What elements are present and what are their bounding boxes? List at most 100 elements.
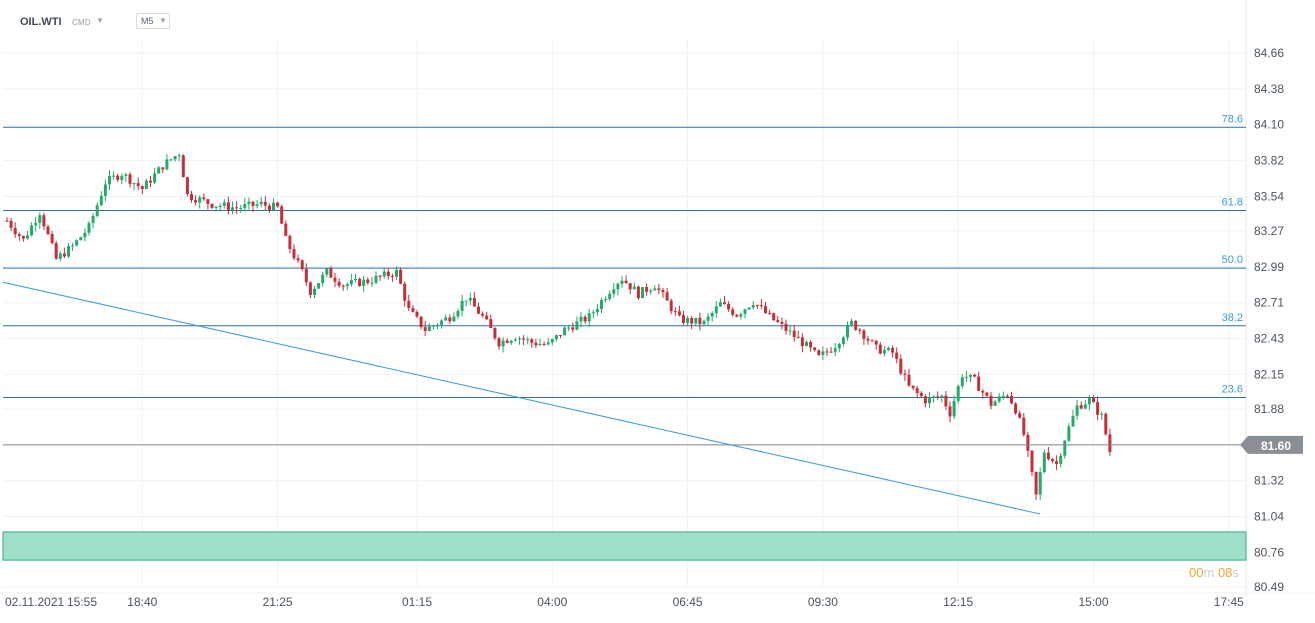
candle-body — [673, 311, 677, 313]
candle-body — [497, 338, 501, 347]
y-tick-label: 84.66 — [1254, 46, 1284, 60]
candle-body — [641, 287, 644, 299]
candle-body — [587, 313, 591, 322]
candle-body — [235, 207, 239, 209]
candle-body — [1083, 404, 1087, 409]
y-tick-label: 80.49 — [1254, 580, 1284, 594]
candle-body — [325, 268, 329, 275]
candle-body — [616, 283, 620, 290]
candle-body — [702, 320, 706, 325]
candle-body — [345, 284, 349, 287]
x-tick-label: 15:55 — [67, 595, 97, 609]
candle-body — [321, 274, 325, 284]
candle-body — [181, 155, 185, 178]
candle-body — [1063, 440, 1067, 456]
timeframe-label: M5 — [141, 16, 154, 26]
candle-body — [755, 305, 759, 307]
candle-body — [710, 313, 714, 317]
candle-body — [661, 289, 665, 293]
candle-body — [907, 374, 911, 386]
candle-body — [489, 319, 493, 328]
candle-body — [1071, 415, 1075, 427]
candle-body — [337, 281, 341, 286]
candle-body — [1026, 434, 1030, 451]
candle-body — [608, 293, 612, 300]
fib-level-label: 61.8 — [1222, 197, 1243, 209]
candle-body — [776, 320, 780, 322]
candle-body — [657, 288, 661, 290]
candle-body — [850, 320, 854, 326]
fib-level-label: 23.6 — [1222, 383, 1243, 395]
candle-body — [46, 226, 50, 234]
candle-body — [620, 280, 624, 284]
candle-body — [768, 312, 772, 314]
candle-body — [165, 159, 169, 170]
candle-body — [153, 173, 157, 183]
candle-body — [600, 299, 603, 310]
candle-body — [108, 175, 111, 185]
y-tick-label: 82.43 — [1254, 332, 1284, 346]
candle-body — [255, 204, 259, 206]
y-axis: 84.66 84.38 84.10 83.82 83.54 83.27 82.99 82.71… — [1254, 46, 1284, 594]
candle-body — [899, 358, 903, 374]
candle-body — [559, 334, 562, 336]
candle-body — [1108, 434, 1112, 452]
support-zone-layer — [2, 531, 1247, 561]
candle-body — [116, 175, 120, 180]
candle-body — [95, 205, 99, 216]
timeframe-select[interactable]: M5 ▼ — [136, 13, 170, 29]
candle-body — [977, 376, 981, 391]
x-tick-label: 06:45 — [673, 595, 703, 609]
candle-body — [501, 340, 505, 347]
x-tick-label: 17:45 — [1214, 595, 1244, 609]
candle-body — [948, 406, 952, 417]
candle-body — [300, 260, 304, 270]
candle-body — [206, 199, 210, 204]
candle-body — [686, 317, 690, 323]
countdown-minutes-unit: m — [1203, 565, 1215, 580]
candle-body — [112, 175, 116, 177]
y-tick-label: 82.99 — [1254, 260, 1284, 274]
candle-body — [464, 300, 468, 302]
chevron-down-icon[interactable]: ▼ — [96, 16, 104, 25]
candle-body — [706, 316, 710, 321]
candle-body — [448, 317, 452, 322]
x-tick-label: 04:00 — [537, 595, 567, 609]
candle-body — [1030, 450, 1034, 472]
candle-body — [87, 223, 91, 233]
candle-body — [628, 283, 632, 290]
candle-body — [140, 186, 144, 190]
candle-body — [788, 330, 792, 332]
current-price-badge — [1240, 435, 1303, 454]
candle-body — [567, 327, 571, 329]
candle-body — [349, 280, 353, 285]
candle-body — [591, 312, 595, 314]
candle-body — [58, 253, 62, 259]
candle-body — [99, 195, 103, 206]
candle-body — [956, 386, 960, 401]
candle-body — [526, 339, 530, 341]
candle-body — [694, 317, 698, 324]
candle-body — [267, 205, 271, 211]
y-tick-label: 83.54 — [1254, 189, 1284, 203]
chevron-down-icon: ▼ — [159, 16, 167, 25]
candle-body — [542, 344, 546, 346]
candle-body — [809, 341, 813, 348]
y-tick-label: 84.10 — [1254, 118, 1284, 132]
candle-body — [456, 310, 460, 317]
trendline — [2, 281, 1041, 515]
chart-toolbar: OIL.WTI CMD ▼ M5 ▼ — [0, 0, 600, 40]
candle-body — [821, 351, 825, 356]
candle-body — [358, 278, 362, 286]
candle-countdown: 00m 08s — [1189, 565, 1239, 580]
y-tick-label: 84.38 — [1254, 82, 1284, 96]
fib-level-label: 50.0 — [1222, 254, 1243, 266]
candle-body — [276, 202, 280, 207]
candle-body — [964, 376, 968, 378]
candle-body — [136, 183, 140, 187]
instrument-type-label[interactable]: CMD — [72, 18, 91, 27]
candle-body — [341, 285, 345, 287]
symbol-label[interactable]: OIL.WTI — [20, 16, 62, 28]
